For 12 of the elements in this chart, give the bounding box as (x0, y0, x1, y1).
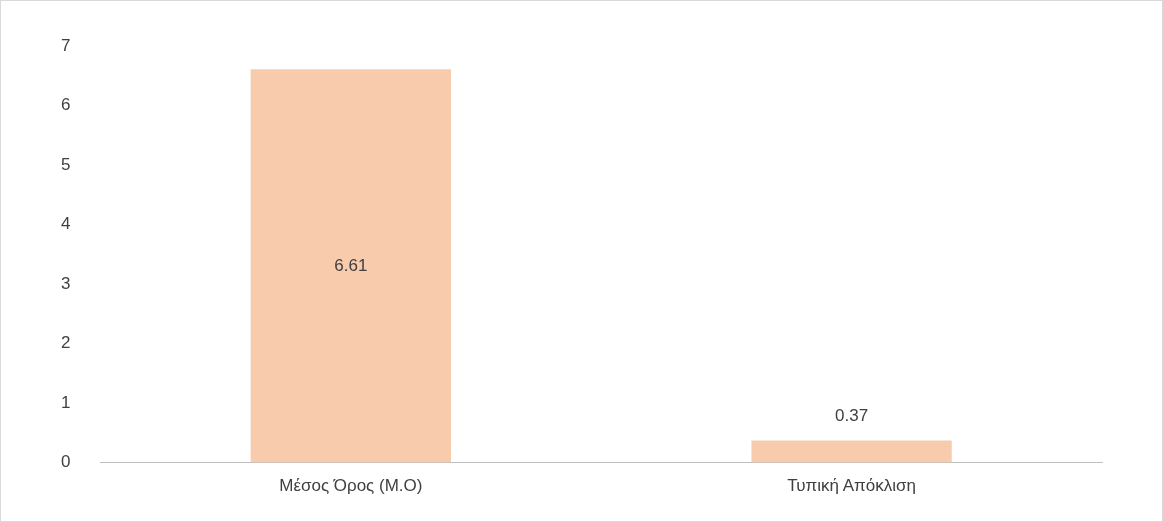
y-tick-label: 6 (60, 95, 71, 115)
y-tick-label: 0 (60, 452, 71, 472)
y-tick-label: 2 (60, 333, 71, 353)
x-tick-label: Μέσος Όρος (Μ.Ο) (279, 476, 423, 496)
x-tick-label: Τυπική Απόκλιση (787, 476, 916, 496)
y-tick-label: 1 (60, 392, 71, 412)
data-label: 6.61 (334, 255, 368, 275)
data-label: 0.37 (835, 406, 869, 426)
y-tick-label: 4 (60, 214, 71, 234)
y-tick-label: 5 (60, 154, 71, 174)
y-tick-label: 7 (60, 35, 71, 55)
y-tick-label: 3 (60, 273, 71, 293)
